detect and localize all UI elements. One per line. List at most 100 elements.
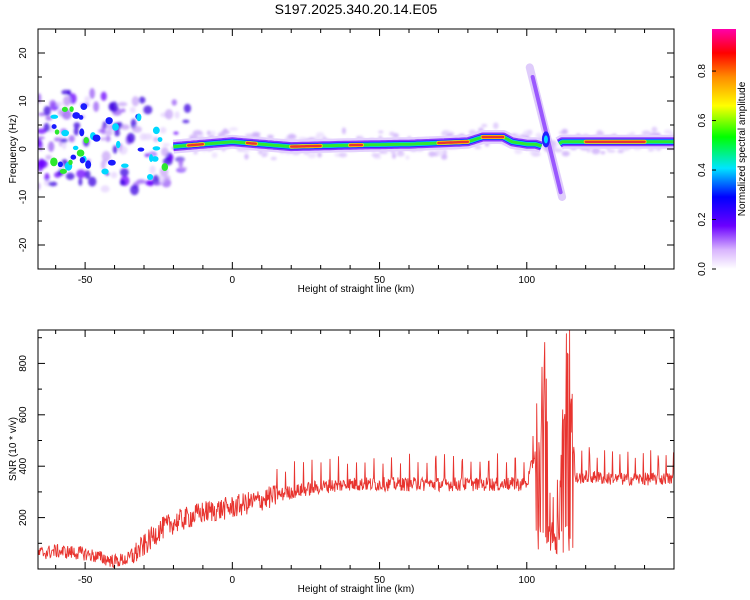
heatmap-cell <box>168 154 174 162</box>
snr-series-line <box>38 330 674 569</box>
heatmap-cell <box>378 130 384 134</box>
heatmap-cell <box>61 129 70 137</box>
ridge-hotspot <box>290 144 322 148</box>
heatmap-cell <box>152 146 161 151</box>
heatmap-cell <box>48 141 55 152</box>
x-tick-label: 50 <box>374 275 386 286</box>
heatmap-cell <box>317 152 322 158</box>
heatmap-cell <box>396 151 405 157</box>
colorbar-tick-label: 0.8 <box>697 64 708 78</box>
heatmap-cell <box>389 131 395 136</box>
heatmap-cell <box>441 154 448 160</box>
heatmap-cell <box>72 145 79 151</box>
heatmap-cell <box>114 129 120 137</box>
heatmap-cell <box>138 96 146 104</box>
heatmap-cell <box>55 101 64 107</box>
heatmap-cell <box>101 168 109 175</box>
heatmap-cell <box>146 174 154 180</box>
heatmap-cell <box>222 128 228 133</box>
y-tick-label: -10 <box>18 189 29 204</box>
heatmap-cell <box>38 93 42 103</box>
heatmap-cell <box>38 182 41 191</box>
heatmap-cell <box>591 147 601 155</box>
heatmap-cell <box>159 126 167 134</box>
heatmap-cell <box>617 149 624 153</box>
heatmap-cell <box>110 171 118 179</box>
heatmap-cell <box>434 148 444 156</box>
heatmap-cell <box>171 99 177 106</box>
heatmap-cell <box>79 157 86 164</box>
heatmap-cell <box>93 101 100 112</box>
y-tick-label: 400 <box>18 457 29 474</box>
heatmap-cell <box>164 108 174 120</box>
heatmap-cell <box>137 147 145 152</box>
heatmap-cell <box>49 99 57 108</box>
heatmap-cell <box>85 160 92 169</box>
heatmap-cell <box>136 113 142 122</box>
heatmap-cell <box>59 168 67 174</box>
heatmap-cell <box>157 137 163 142</box>
heatmap-cell <box>641 130 651 136</box>
heatmap-cell <box>428 151 436 157</box>
heatmap-cell <box>163 175 171 181</box>
heatmap-cell <box>51 124 57 130</box>
heatmap-cell <box>561 150 570 157</box>
heatmap-cell <box>38 160 44 172</box>
heatmap-cell <box>89 88 95 99</box>
heatmap-cell <box>174 111 180 119</box>
spectrogram-xlabel: Height of straight line (km) <box>298 284 415 295</box>
heatmap-cell <box>80 103 88 110</box>
heatmap-cell <box>270 156 277 161</box>
heatmap-cell <box>57 161 63 168</box>
heatmap-cell <box>144 153 151 158</box>
heatmap-cell <box>211 152 218 159</box>
heatmap-cell <box>50 114 59 119</box>
heatmap-cell <box>162 143 171 147</box>
heatmap-cell <box>44 172 50 182</box>
heatmap-cell <box>153 181 162 186</box>
heatmap-cell <box>121 163 129 168</box>
colorbar-tick-label: 0.0 <box>697 262 708 276</box>
heatmap-cell <box>67 89 72 96</box>
heatmap-cell <box>54 137 61 142</box>
heatmap-cell <box>104 129 113 136</box>
heatmap-cell <box>101 124 106 135</box>
heatmap-cell <box>107 159 116 166</box>
heatmap-cell <box>261 153 268 157</box>
y-tick-label: 10 <box>18 95 29 107</box>
spectrogram-ylabel: Frequency (Hz) <box>8 115 19 184</box>
heatmap-cell <box>83 137 89 144</box>
heatmap-cell <box>100 91 107 101</box>
heatmap-cell <box>92 134 101 142</box>
heatmap-cell <box>70 154 77 160</box>
heatmap-cell <box>78 177 83 186</box>
heatmap-cell <box>79 128 85 137</box>
x-tick-label: -50 <box>78 575 93 586</box>
heatmap-cell <box>607 149 616 153</box>
colorbar-tick-label: 0.2 <box>697 212 708 226</box>
heatmap-cell <box>307 152 317 159</box>
heatmap-cell <box>73 127 79 136</box>
heatmap-cell <box>178 159 184 168</box>
y-tick-label: 0 <box>18 146 29 152</box>
heatmap-cell <box>117 101 128 107</box>
heatmap-cell <box>229 127 239 131</box>
heatmap-cell <box>405 155 410 160</box>
heatmap-cell <box>131 96 140 107</box>
heatmap-cell <box>651 126 658 133</box>
heatmap-cell <box>600 150 606 155</box>
heatmap-cell <box>561 128 568 134</box>
heatmap-cell <box>177 166 188 171</box>
x-tick-label: 100 <box>518 275 535 286</box>
heatmap-cell <box>72 112 81 119</box>
colorbar <box>712 29 736 269</box>
ridge-hotspot <box>245 141 258 145</box>
x-tick-label: 0 <box>230 275 236 286</box>
heatmap-cell <box>151 156 159 162</box>
heatmap-ridge <box>50 63 674 201</box>
x-tick-label: 100 <box>518 575 535 586</box>
snr-frame <box>37 329 675 570</box>
y-tick-label: 600 <box>18 406 29 423</box>
heatmap-cell <box>481 123 488 128</box>
heatmap-cell <box>88 176 97 187</box>
